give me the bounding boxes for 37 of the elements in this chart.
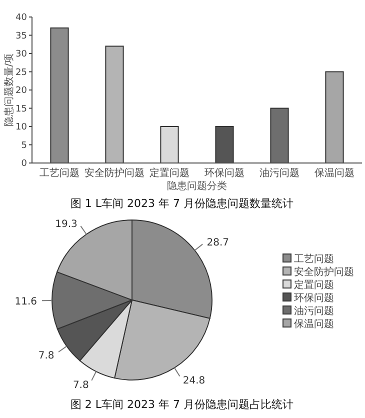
data-label: 7.8	[72, 380, 89, 392]
data-label: 19.3	[55, 218, 78, 230]
y-tick-label: 15	[16, 104, 27, 114]
x-tick-label: 保温问题	[314, 167, 354, 179]
x-axis-title: 隐患问题分类	[167, 180, 227, 192]
text: 图 2 L车间 2023 年 7 月份隐患问题占比统计	[70, 398, 294, 411]
x-tick-label: 定置问题	[150, 167, 190, 179]
legend-label: 安全防护问题	[294, 266, 354, 278]
legend-label: 定置问题	[294, 279, 334, 291]
text: 图 1 L车间 2023 年 7 月份隐患问题数量统计	[70, 197, 294, 210]
bar	[325, 71, 344, 164]
data-label: 24.8	[182, 376, 206, 387]
legend-label: 保温问题	[294, 318, 334, 330]
legend-label: 环保问题	[294, 292, 334, 304]
bar	[160, 126, 179, 164]
y-tick-label: 40	[16, 13, 28, 23]
bar	[215, 126, 234, 164]
data-label: 11.6	[14, 296, 37, 308]
x-tick-label: 环保问题	[204, 167, 244, 179]
legend-label: 油污问题	[294, 305, 334, 317]
x-tick-label: 工艺问题	[40, 167, 80, 179]
x-tick-label: 安全防护问题	[84, 167, 144, 179]
y-tick-label: 10	[16, 122, 28, 132]
y-tick-label: 0	[21, 159, 28, 169]
y-tick-label: 30	[16, 50, 28, 60]
y-tick-label: 5	[21, 140, 27, 151]
data-label: 28.7	[206, 238, 229, 249]
legend-label: 工艺问题	[294, 253, 334, 265]
y-tick-label: 20	[16, 86, 28, 96]
data-label: 7.8	[38, 350, 54, 362]
x-tick-label: 油污问题	[260, 167, 300, 179]
bar	[270, 108, 289, 164]
y-axis-title: 隐患问题数量/项	[3, 53, 15, 127]
y-tick-label: 25	[16, 68, 27, 78]
bar	[50, 27, 69, 164]
bar	[105, 46, 124, 164]
y-tick-label: 35	[16, 31, 27, 42]
